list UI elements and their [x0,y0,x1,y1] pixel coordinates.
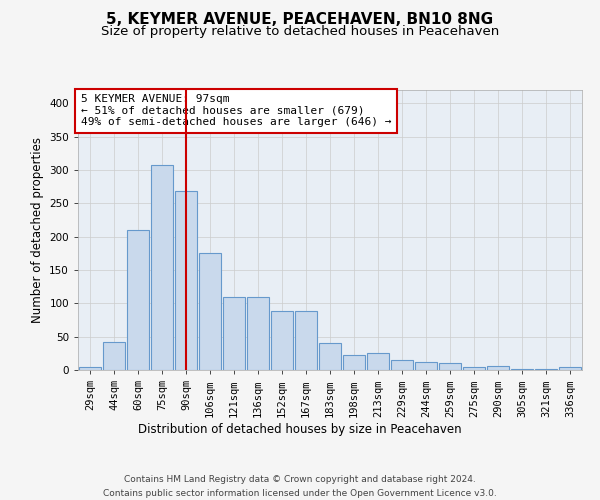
Bar [247,296,269,370]
Bar [463,366,485,370]
Bar [343,356,365,370]
Bar [487,366,509,370]
Y-axis label: Number of detached properties: Number of detached properties [31,137,44,323]
Bar [367,354,389,370]
Bar [223,296,245,370]
Text: 5 KEYMER AVENUE: 97sqm
← 51% of detached houses are smaller (679)
49% of semi-de: 5 KEYMER AVENUE: 97sqm ← 51% of detached… [80,94,391,128]
Bar [559,366,581,370]
Bar [199,252,221,370]
Bar [511,368,533,370]
Bar [175,192,197,370]
Text: Distribution of detached houses by size in Peacehaven: Distribution of detached houses by size … [138,422,462,436]
Bar [151,166,173,370]
Bar [415,362,437,370]
Bar [391,360,413,370]
Bar [127,230,149,370]
Bar [79,366,101,370]
Text: 5, KEYMER AVENUE, PEACEHAVEN, BN10 8NG: 5, KEYMER AVENUE, PEACEHAVEN, BN10 8NG [106,12,494,28]
Text: Size of property relative to detached houses in Peacehaven: Size of property relative to detached ho… [101,25,499,38]
Bar [439,364,461,370]
Bar [319,344,341,370]
Bar [295,312,317,370]
Bar [535,368,557,370]
Text: Contains HM Land Registry data © Crown copyright and database right 2024.
Contai: Contains HM Land Registry data © Crown c… [103,476,497,498]
Bar [271,312,293,370]
Bar [103,342,125,370]
